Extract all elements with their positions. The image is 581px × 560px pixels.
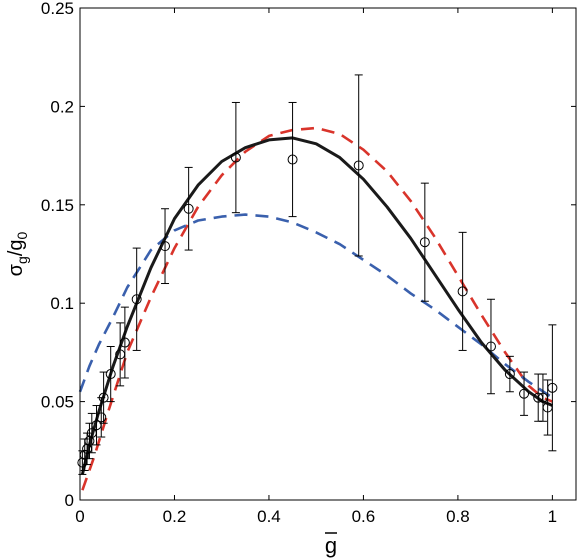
marker-circle [105,369,116,380]
marker-circle [485,341,496,352]
y-label-sub1: g [14,256,30,264]
marker-circle [504,369,515,380]
marker-circle [547,382,558,393]
data-point-21 [504,355,515,393]
x-tick-label: 0.4 [257,507,281,526]
marker-circle [353,160,364,171]
x-tick-label: 0.6 [352,507,376,526]
marker-circle [98,392,109,403]
y-tick-label: 0.25 [41,0,74,18]
series-line-3 [78,213,554,399]
axes-frame [79,7,577,501]
data-point-11 [119,306,130,379]
data-point-9 [105,345,116,403]
data-point-26 [547,324,558,452]
data-point-5 [86,412,97,454]
data-point-7 [96,397,107,438]
marker-circle [230,152,241,163]
x-tick-label: 0.2 [163,507,187,526]
data-point-10 [115,322,126,387]
y-tick-label: 0 [65,491,74,510]
x-axis-label: g [325,532,337,558]
y-tick-label: 0.1 [50,294,74,313]
data-point-13 [160,208,171,285]
data-point-17 [353,74,364,257]
y-label-sub2: 0 [14,231,30,239]
data-point-18 [419,182,430,302]
data-point-15 [230,101,241,214]
data-point-12 [131,247,142,351]
y-label-mid: /g [5,239,27,256]
data-point-22 [519,371,530,416]
data-point-20 [485,298,496,395]
marker-circle [287,154,298,165]
x-tick-label: 0 [75,507,84,526]
series-line-2 [81,126,553,491]
marker-circle [96,412,107,423]
plot-area [77,74,558,491]
marker-circle [84,435,95,446]
y-tick-label: 0.2 [50,97,74,116]
data-point-16 [287,101,298,218]
data-point-19 [457,231,468,351]
y-tick-label: 0.15 [41,196,74,215]
y-label-main: σ [5,263,27,276]
marker-circle [131,294,142,305]
series-line-1 [80,136,553,475]
x-label-text: g [325,533,337,558]
marker-circle [519,388,530,399]
marker-circle [419,237,430,248]
marker-circle [457,286,468,297]
y-tick-label: 0.05 [41,393,74,412]
x-tick-label: 0.8 [446,507,470,526]
marker-circle [119,337,130,348]
data-point-14 [183,166,194,251]
marker-circle [183,203,194,214]
y-axis-label: σg/g0 [5,231,30,276]
axes: 0 0.2 0.4 0.6 0.8 1 0 0.05 0.1 0.15 0.2 0.25 [41,0,577,526]
x-tick-label: 1 [548,507,557,526]
marker-circle [160,241,171,252]
